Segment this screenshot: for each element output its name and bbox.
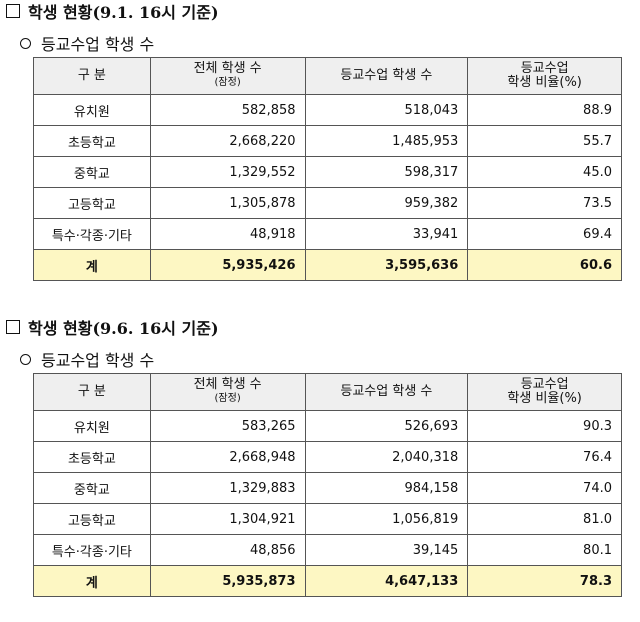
cell: 1,329,883 (149, 472, 306, 504)
header-cell: 등교수업 학생 비율(%) (467, 373, 622, 411)
cell: 4,647,133 (304, 565, 469, 597)
header-text: 전체 학생 수 (193, 61, 262, 76)
cell: 518,043 (304, 94, 469, 126)
cell: 73.5 (467, 187, 622, 219)
cell: 계 (33, 249, 151, 281)
cell: 48,856 (149, 534, 306, 566)
header-text: (잠정) (214, 77, 241, 88)
circle-bullet (20, 37, 31, 49)
header-text: 등교수업 학생 수 (340, 68, 433, 83)
cell: 초등학교 (33, 125, 151, 157)
header-cell: 전체 학생 수 (잠정) (149, 373, 306, 411)
cell: 582,858 (149, 94, 306, 126)
subheading: 등교수업 학생 수 (20, 32, 154, 54)
cell: 유치원 (33, 410, 151, 442)
header-text: 등교수업 학생 수 (340, 384, 433, 399)
subheading-text: 등교수업 학생 수 (41, 351, 155, 370)
checkbox-icon (6, 4, 20, 18)
data-table: 구 분 전체 학생 수 (잠정) 등교수업 학생 수 등교수업 학생 비율(%) 유치원 58… (33, 373, 622, 597)
data-row: 중학교 1,329,552 598,317 45.0 (33, 156, 622, 188)
header-text: (잠정) (214, 393, 241, 404)
cell: 526,693 (304, 410, 469, 442)
checkbox-icon (6, 320, 20, 334)
cell: 90.3 (467, 410, 622, 442)
cell: 74.0 (467, 472, 622, 504)
cell: 고등학교 (33, 187, 151, 219)
data-row: 고등학교 1,305,878 959,382 73.5 (33, 187, 622, 219)
cell: 특수·각종·기타 (33, 218, 151, 250)
header-cell: 구 분 (33, 373, 151, 411)
header-text: 등교수업 (520, 61, 569, 76)
data-row: 유치원 583,265 526,693 90.3 (33, 410, 622, 442)
heading-text: 학생 현황(9.6. 16시 기준) (28, 319, 219, 338)
cell: 81.0 (467, 503, 622, 535)
cell: 1,304,921 (149, 503, 306, 535)
cell: 598,317 (304, 156, 469, 188)
cell: 초등학교 (33, 441, 151, 473)
cell: 55.7 (467, 125, 622, 157)
cell: 76.4 (467, 441, 622, 473)
heading-text: 학생 현황(9.1. 16시 기준) (28, 3, 219, 22)
section-heading: 학생 현황(9.6. 16시 기준) (6, 316, 219, 338)
cell: 69.4 (467, 218, 622, 250)
cell: 88.9 (467, 94, 622, 126)
header-row: 구 분 전체 학생 수 (잠정) 등교수업 학생 수 등교수업 학생 비율(%) (33, 373, 622, 411)
cell: 2,668,220 (149, 125, 306, 157)
cell: 959,382 (304, 187, 469, 219)
cell: 5,935,873 (149, 565, 306, 597)
data-row: 특수·각종·기타 48,856 39,145 80.1 (33, 534, 622, 566)
cell: 33,941 (304, 218, 469, 250)
cell: 중학교 (33, 472, 151, 504)
total-row: 계 5,935,426 3,595,636 60.6 (33, 249, 622, 281)
cell: 984,158 (304, 472, 469, 504)
data-row: 특수·각종·기타 48,918 33,941 69.4 (33, 218, 622, 250)
header-cell: 등교수업 학생 수 (304, 373, 469, 411)
data-row: 초등학교 2,668,948 2,040,318 76.4 (33, 441, 622, 473)
header-text: 학생 비율(%) (507, 75, 582, 90)
cell: 583,265 (149, 410, 306, 442)
cell: 중학교 (33, 156, 151, 188)
header-cell: 등교수업 학생 수 (304, 57, 469, 95)
circle-bullet (20, 353, 31, 365)
cell: 2,668,948 (149, 441, 306, 473)
cell: 60.6 (467, 249, 622, 281)
header-text: 구 분 (77, 68, 106, 83)
total-row: 계 5,935,873 4,647,133 78.3 (33, 565, 622, 597)
data-row: 유치원 582,858 518,043 88.9 (33, 94, 622, 126)
cell: 고등학교 (33, 503, 151, 535)
cell: 80.1 (467, 534, 622, 566)
cell: 유치원 (33, 94, 151, 126)
header-cell: 전체 학생 수 (잠정) (149, 57, 306, 95)
cell: 1,329,552 (149, 156, 306, 188)
header-text: 학생 비율(%) (507, 391, 582, 406)
data-table: 구 분 전체 학생 수 (잠정) 등교수업 학생 수 등교수업 학생 비율(%) 유치원 58… (33, 57, 622, 281)
cell: 5,935,426 (149, 249, 306, 281)
section-heading: 학생 현황(9.1. 16시 기준) (6, 0, 219, 22)
data-row: 초등학교 2,668,220 1,485,953 55.7 (33, 125, 622, 157)
cell: 45.0 (467, 156, 622, 188)
cell: 48,918 (149, 218, 306, 250)
data-row: 고등학교 1,304,921 1,056,819 81.0 (33, 503, 622, 535)
cell: 계 (33, 565, 151, 597)
header-text: 등교수업 (520, 377, 569, 392)
cell: 특수·각종·기타 (33, 534, 151, 566)
header-cell: 등교수업 학생 비율(%) (467, 57, 622, 95)
cell: 39,145 (304, 534, 469, 566)
cell: 78.3 (467, 565, 622, 597)
subheading: 등교수업 학생 수 (20, 348, 154, 370)
data-row: 중학교 1,329,883 984,158 74.0 (33, 472, 622, 504)
header-text: 전체 학생 수 (193, 377, 262, 392)
cell: 2,040,318 (304, 441, 469, 473)
cell: 3,595,636 (304, 249, 469, 281)
cell: 1,305,878 (149, 187, 306, 219)
cell: 1,056,819 (304, 503, 469, 535)
header-row: 구 분 전체 학생 수 (잠정) 등교수업 학생 수 등교수업 학생 비율(%) (33, 57, 622, 95)
subheading-text: 등교수업 학생 수 (41, 35, 155, 54)
cell: 1,485,953 (304, 125, 469, 157)
header-text: 구 분 (77, 384, 106, 399)
header-cell: 구 분 (33, 57, 151, 95)
